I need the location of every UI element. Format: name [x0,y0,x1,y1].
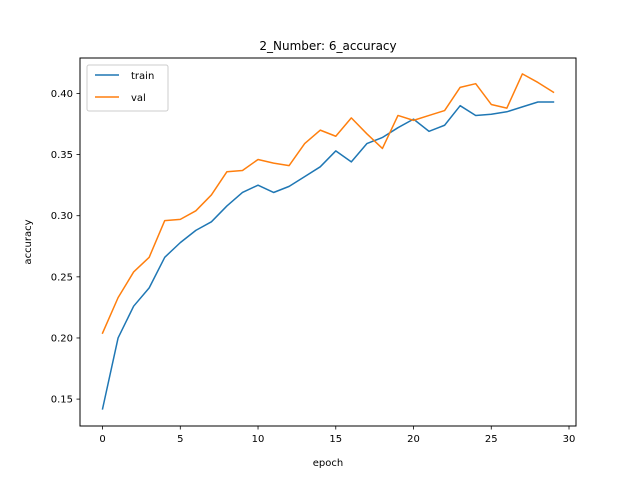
legend-train-label: train [131,71,154,82]
y-tick-label: 0.35 [51,150,73,161]
x-tick-label: 25 [485,434,498,445]
x-tick-label: 10 [252,434,265,445]
chart-title: 2_Number: 6_accuracy [259,39,396,53]
x-axis-ticks: 0 5 10 15 20 25 30 [99,426,575,445]
x-axis-label: epoch [313,458,343,469]
x-tick-label: 5 [177,434,183,445]
x-tick-label: 20 [407,434,420,445]
y-tick-label: 0.40 [51,89,73,100]
y-axis-ticks: 0.15 0.20 0.25 0.30 0.35 0.40 [51,89,80,406]
y-tick-label: 0.15 [51,395,73,406]
series-layer [101,73,555,410]
y-tick-label: 0.25 [51,272,73,283]
y-tick-label: 0.20 [51,333,73,344]
legend-box [86,64,169,112]
series-line-val [101,73,555,335]
x-tick-label: 15 [329,434,342,445]
plot-frame [79,57,577,427]
y-axis-label: accuracy [23,219,34,264]
legend-val-label: val [131,93,146,104]
x-tick-label: 0 [99,434,105,445]
legend: train val [86,64,169,112]
series-line-train [101,101,555,410]
x-tick-label: 30 [563,434,576,445]
y-tick-label: 0.30 [51,211,73,222]
